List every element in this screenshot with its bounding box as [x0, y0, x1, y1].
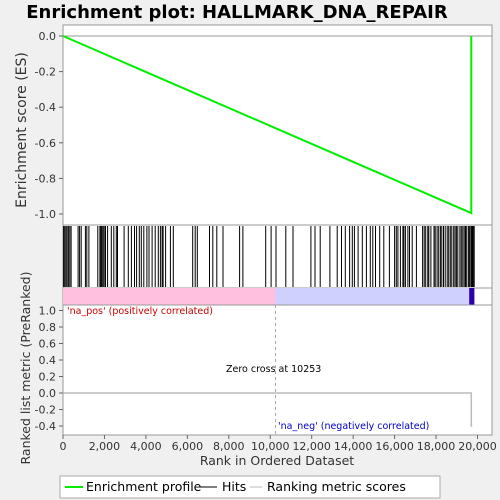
heatmap-negative — [275, 288, 472, 305]
metric-y-ticks: 1.0 0.8 0.6 0.4 0.2 0.0 -0.2 -0.4 — [35, 305, 63, 433]
legend-enrichment-label: Enrichment profile — [86, 479, 202, 494]
metric-ytick-label: 0.8 — [39, 321, 57, 334]
es-ytick-label: -0.4 — [35, 101, 56, 114]
metric-xtick-label: 2,000 — [89, 440, 121, 453]
es-ytick-label: 0.0 — [39, 30, 57, 43]
hit-markers — [63, 226, 475, 287]
metric-xtick-label: 10,000 — [251, 440, 290, 453]
metric-ytick-label: 0.0 — [39, 387, 57, 400]
legend-metric-label: Ranking metric scores — [267, 479, 406, 494]
metric-xlabel: Rank in Ordered Dataset — [200, 453, 354, 468]
legend-hits-label: Hits — [222, 479, 246, 494]
neg-correlated-label: 'na_neg' (negatively correlated) — [278, 421, 429, 432]
metric-ytick-label: -0.2 — [35, 404, 56, 417]
heatmap-positive — [63, 288, 276, 305]
metric-xtick-label: 18,000 — [417, 440, 456, 453]
metric-ytick-label: 0.2 — [39, 371, 57, 384]
metric-xtick-label: 6,000 — [172, 440, 204, 453]
es-ylabel: Enrichment score (ES) — [14, 52, 30, 208]
heatmap-negative-end — [469, 288, 475, 305]
enrichment-profile-line — [62, 35, 473, 215]
es-ytick-label: -0.8 — [35, 172, 56, 185]
zero-cross-label: Zero cross at 10253 — [226, 364, 321, 375]
es-ytick-label: -1.0 — [35, 208, 56, 221]
es-ytick-label: -0.6 — [35, 137, 56, 150]
metric-xtick-label: 12,000 — [292, 440, 331, 453]
es-ytick-label: -0.2 — [35, 66, 56, 79]
metric-xtick-label: 8,000 — [213, 440, 245, 453]
ranking-metric-line — [63, 392, 473, 427]
metric-xtick-label: 14,000 — [334, 440, 373, 453]
metric-xtick-label: 0 — [60, 440, 67, 453]
metric-ytick-label: 0.6 — [39, 338, 57, 351]
metric-ytick-label: -0.4 — [35, 420, 56, 433]
metric-xtick-label: 20,000 — [458, 440, 497, 453]
metric-ylabel: Ranked list metric (PreRanked) — [18, 272, 33, 465]
pos-correlated-label: 'na_pos' (positively correlated) — [67, 306, 213, 317]
metric-xtick-label: 4,000 — [130, 440, 162, 453]
es-y-ticks: 0.0 -0.2 -0.4 -0.6 -0.8 -1.0 — [35, 30, 63, 221]
metric-plot-area — [62, 304, 493, 436]
metric-xtick-label: 16,000 — [375, 440, 414, 453]
metric-ytick-label: 1.0 — [39, 305, 57, 318]
metric-ytick-label: 0.4 — [39, 354, 57, 367]
chart-title: Enrichment plot: HALLMARK_DNA_REPAIR — [26, 2, 448, 23]
metric-x-ticks: 0 2,000 4,000 6,000 8,000 10,000 12,000 14,000 1… — [60, 435, 497, 453]
